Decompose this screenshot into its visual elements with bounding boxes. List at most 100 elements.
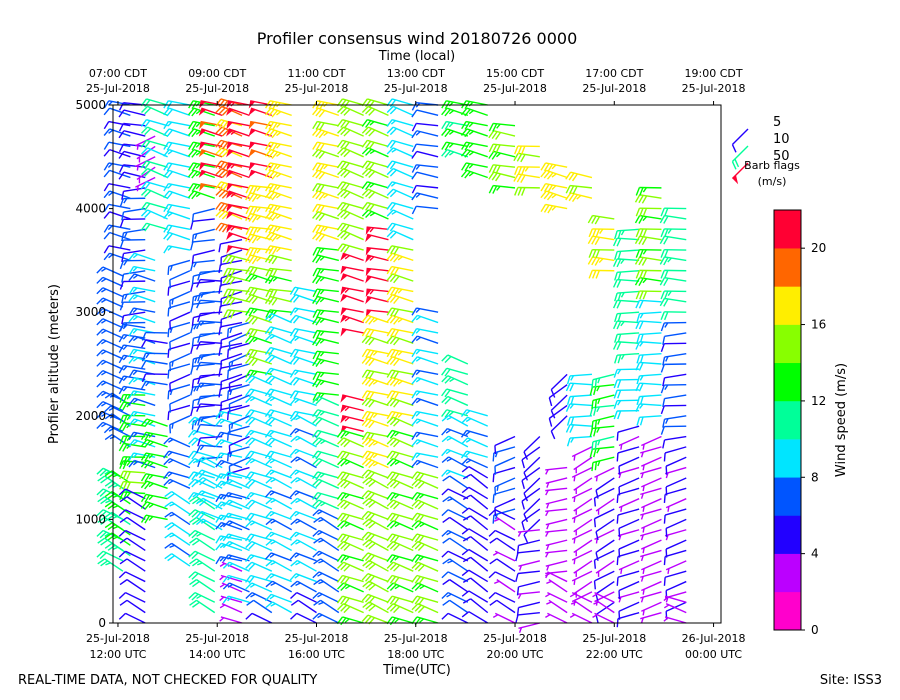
barb-flag	[226, 121, 233, 130]
barb-feather	[546, 482, 550, 488]
barb-feather	[195, 172, 201, 177]
barb-feather	[103, 121, 110, 130]
barb-feather	[215, 147, 223, 155]
barb-feather	[663, 290, 669, 300]
profile-column	[513, 145, 541, 633]
barb-feather	[196, 424, 201, 433]
barb-feather	[663, 249, 669, 258]
barb-feather	[187, 492, 195, 500]
barb-shaft	[250, 356, 273, 365]
barb-feather	[494, 518, 500, 522]
barb-feather	[571, 173, 578, 182]
barb-shaft	[665, 518, 687, 529]
barb-shaft	[193, 491, 215, 500]
barb-shaft	[368, 209, 389, 220]
barb-feather	[132, 295, 139, 300]
barb-feather	[444, 150, 451, 158]
barb-feather	[228, 403, 231, 413]
barb-shaft	[316, 350, 339, 355]
barb-shaft	[641, 477, 662, 488]
barb-feather	[588, 270, 593, 279]
barb-feather	[118, 123, 125, 132]
barb-shaft	[570, 192, 593, 199]
barb-shaft	[417, 376, 439, 386]
barb-feather	[460, 430, 468, 438]
barb-feather	[361, 437, 369, 445]
barb-feather	[199, 499, 207, 507]
barb-feather	[265, 313, 273, 321]
barb-feather	[148, 474, 154, 480]
barb-feather	[245, 356, 252, 364]
barb-feather	[319, 276, 325, 282]
barb-feather	[361, 349, 368, 358]
barb-feather	[492, 551, 499, 556]
barb-feather	[121, 253, 125, 262]
barb-feather	[290, 580, 298, 588]
profile-column	[634, 186, 662, 624]
barb-feather	[141, 360, 147, 369]
barb-feather	[411, 349, 418, 358]
barb-feather	[167, 370, 170, 379]
barb-shaft	[416, 471, 439, 479]
barb-feather	[411, 603, 419, 611]
barb-shaft	[221, 373, 243, 383]
barb-feather	[200, 354, 205, 360]
barb-shaft	[448, 435, 469, 448]
barb-feather	[597, 377, 601, 384]
barb-feather	[667, 290, 672, 297]
barb-feather	[126, 394, 131, 400]
barb-feather	[389, 107, 397, 115]
barb-feather	[414, 513, 421, 522]
barb-feather	[731, 161, 737, 170]
barb-feather	[642, 464, 645, 471]
barb-feather	[121, 294, 125, 304]
barb-shaft	[545, 487, 568, 492]
barb-feather	[386, 458, 394, 466]
barb-feather	[215, 119, 222, 127]
barb-feather	[462, 536, 471, 542]
barb-feather	[572, 185, 578, 195]
barb-shaft	[229, 561, 250, 572]
barb-feather	[640, 617, 644, 624]
barb-feather	[361, 105, 369, 113]
barb-feather	[226, 390, 230, 400]
barb-feather	[101, 288, 107, 293]
barb-feather	[441, 409, 448, 418]
barb-feather	[361, 593, 369, 602]
barb-feather	[336, 471, 344, 480]
barb-flag	[365, 289, 372, 298]
barb-feather	[393, 400, 400, 408]
barb-feather	[368, 337, 375, 346]
barb-shaft	[111, 542, 131, 557]
barb-shaft	[368, 147, 389, 158]
barb-shaft	[296, 559, 317, 572]
barb-shaft	[250, 388, 273, 396]
barb-feather	[543, 204, 550, 213]
barb-feather	[312, 247, 318, 256]
barb-shaft	[269, 203, 292, 210]
barb-feather	[119, 558, 128, 565]
barb-feather	[386, 160, 393, 169]
barb-feather	[317, 572, 323, 577]
barb-feather	[393, 317, 400, 325]
barb-feather	[663, 617, 669, 622]
barb-feather	[361, 168, 369, 176]
barb-feather	[164, 490, 173, 498]
barb-feather	[96, 287, 104, 295]
barb-feather	[592, 228, 597, 238]
barb-feather	[251, 194, 258, 203]
barb-shaft	[134, 376, 156, 386]
barb-feather	[411, 582, 419, 590]
barb-feather	[107, 524, 116, 531]
barb-shaft	[545, 498, 568, 505]
barb-shaft	[592, 394, 615, 402]
barb-feather	[570, 437, 575, 443]
barb-feather	[290, 560, 298, 567]
barb-feather	[591, 257, 597, 266]
barb-shaft	[547, 612, 568, 624]
barb-feather	[248, 376, 256, 384]
barb-flag	[199, 162, 206, 171]
barb-shaft	[220, 595, 243, 603]
barb-feather	[636, 334, 641, 343]
